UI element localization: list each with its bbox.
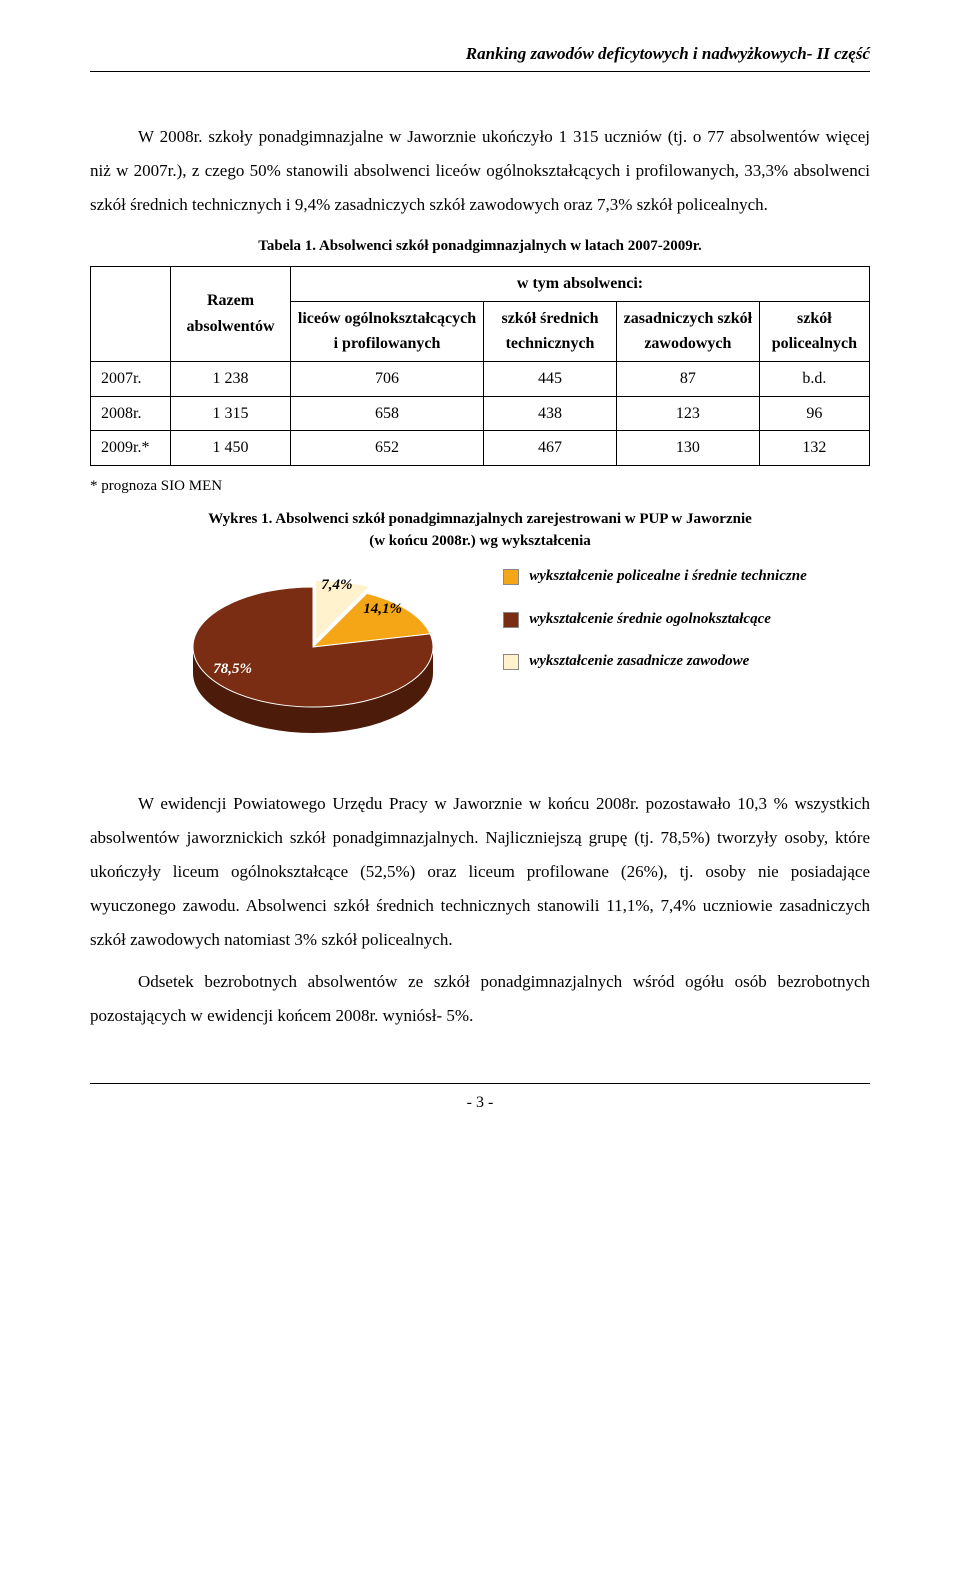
table1-r1-c4: 96 [759,396,869,431]
legend-text-0: wykształcenie policealne i średnie techn… [529,567,806,586]
table1: Razem absolwentów w tym absolwenci: lice… [90,266,870,466]
table1-col-razem: Razem absolwentów [171,267,291,362]
table1-col4: szkół policealnych [759,301,869,361]
pie-chart: 7,4% 14,1% 78,5% [153,567,473,757]
table-row: 2008r. 1 315 658 438 123 96 [91,396,870,431]
table1-col2: szkół średnich technicznych [484,301,617,361]
table1-col3: zasadniczych szkół zawodowych [617,301,760,361]
legend-item: wykształcenie policealne i średnie techn… [503,567,806,586]
table1-r1-c2: 438 [484,396,617,431]
page-footer: - 3 - [90,1083,870,1116]
legend-item: wykształcenie zasadnicze zawodowe [503,652,806,671]
table1-r2-c4: 132 [759,431,869,466]
table1-r0-razem: 1 238 [171,361,291,396]
table1-r0-label: 2007r. [91,361,171,396]
pie-label: 14,1% [363,597,402,621]
table1-r1-razem: 1 315 [171,396,291,431]
pie-svg [153,567,473,757]
table-row: 2009r.* 1 450 652 467 130 132 [91,431,870,466]
table1-corner [91,267,171,362]
chart1-caption-l2: (w końcu 2008r.) wg wykształcenia [369,533,591,549]
table1-r2-c3: 130 [617,431,760,466]
legend-text-1: wykształcenie średnie ogolnokształcące [529,610,771,629]
table1-body: 2007r. 1 238 706 445 87 b.d. 2008r. 1 31… [91,361,870,465]
table1-r2-razem: 1 450 [171,431,291,466]
body2-p1: W ewidencji Powiatowego Urzędu Pracy w J… [90,787,870,957]
pie-label: 7,4% [321,573,352,597]
chart1: 7,4% 14,1% 78,5% wykształcenie policealne … [90,567,870,757]
table1-note: * prognoza SIO MEN [90,474,870,498]
legend-text-2: wykształcenie zasadnicze zawodowe [529,652,749,671]
intro-paragraph: W 2008r. szkoły ponadgimnazjalne w Jawor… [90,120,870,222]
table1-r1-c3: 123 [617,396,760,431]
chart1-legend: wykształcenie policealne i średnie techn… [503,567,806,671]
legend-swatch-2 [503,654,519,670]
legend-swatch-0 [503,569,519,585]
table1-caption: Tabela 1. Absolwenci szkół ponadgimnazja… [90,234,870,258]
table1-r0-c2: 445 [484,361,617,396]
table1-r2-label: 2009r.* [91,431,171,466]
page-number: - 3 - [467,1094,494,1111]
table1-r0-c4: b.d. [759,361,869,396]
table1-r0-c1: 706 [291,361,484,396]
legend-item: wykształcenie średnie ogolnokształcące [503,610,806,629]
table1-r2-c1: 652 [291,431,484,466]
chart1-caption-l1: Wykres 1. Absolwenci szkół ponadgimnazja… [208,511,752,527]
table1-col-wtym: w tym absolwenci: [291,267,870,302]
table1-r0-c3: 87 [617,361,760,396]
table-row: 2007r. 1 238 706 445 87 b.d. [91,361,870,396]
table1-r1-c1: 658 [291,396,484,431]
legend-swatch-1 [503,612,519,628]
body2-p2: Odsetek bezrobotnych absolwentów ze szkó… [90,965,870,1033]
table1-col1: liceów ogólnokształcących i profilowanyc… [291,301,484,361]
chart1-caption: Wykres 1. Absolwenci szkół ponadgimnazja… [90,508,870,553]
table1-r1-label: 2008r. [91,396,171,431]
pie-label: 78,5% [213,657,252,681]
page-header: Ranking zawodów deficytowych i nadwyżkow… [90,40,870,72]
table1-r2-c2: 467 [484,431,617,466]
